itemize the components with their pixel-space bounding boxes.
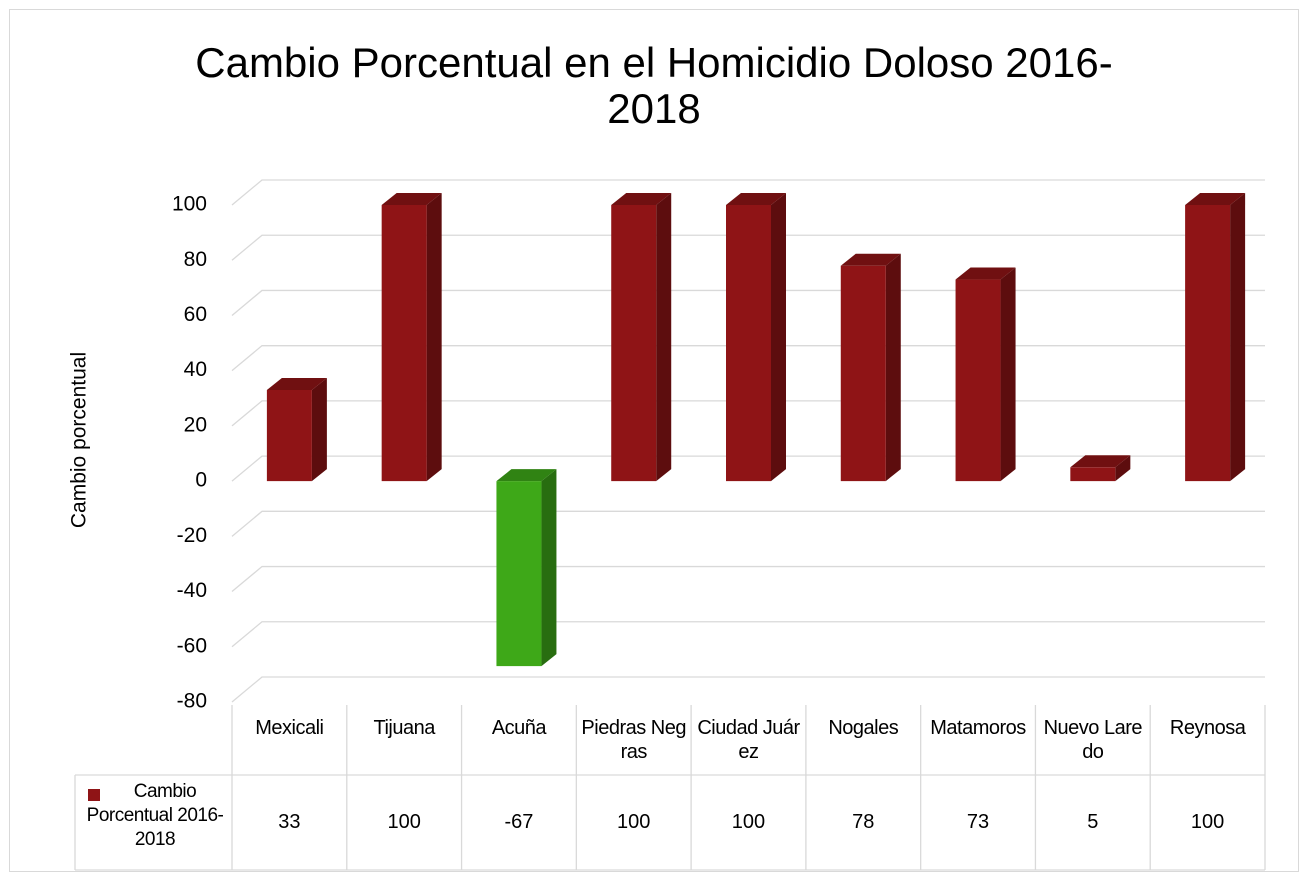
data-table-value: 100: [1190, 811, 1225, 833]
bar-side: [426, 193, 442, 482]
x-tick-label: Mexicali: [255, 717, 324, 739]
data-table-value: 100: [387, 811, 421, 833]
y-tick-label: 0: [195, 469, 207, 492]
grid-line: [231, 621, 1265, 648]
y-tick-label: 20: [184, 413, 207, 436]
bar-top: [840, 253, 901, 266]
bar-top: [496, 469, 557, 482]
legend-key: [88, 789, 100, 801]
bar: [840, 265, 886, 482]
bar-top: [381, 193, 442, 205]
bar: [266, 389, 312, 482]
bar-side: [1115, 455, 1131, 482]
grid-line: [231, 676, 1265, 703]
y-tick-label: 40: [184, 358, 207, 381]
legend: Cambio Porcentual 2016-2018: [80, 780, 230, 870]
y-tick-label: 60: [184, 303, 207, 326]
x-tick-label: Nuevo Laredo: [1043, 717, 1143, 763]
grid-line: [231, 565, 1265, 593]
x-tick-label: Piedras Negras: [581, 717, 686, 763]
y-tick-label: 100: [172, 193, 207, 216]
bar-top: [1185, 193, 1246, 205]
y-tick-label: -40: [177, 579, 207, 602]
bar: [496, 481, 542, 667]
bar-side: [1000, 267, 1016, 482]
x-tick-label: Reynosa: [1169, 717, 1246, 739]
y-tick-label: -60: [177, 634, 207, 657]
bar-side: [771, 193, 786, 482]
bar-side: [885, 253, 901, 482]
chart-title: Cambio Porcentual en el Homicidio Doloso…: [195, 39, 1113, 132]
y-tick-label: -20: [177, 524, 207, 547]
bar-top: [726, 193, 786, 205]
bar-top: [611, 193, 672, 205]
bar: [955, 279, 1001, 482]
x-tick-label: Acuña: [491, 717, 547, 739]
data-table-value: -67: [504, 811, 534, 833]
legend-label: Cambio Porcentual 2016-2018: [86, 781, 224, 850]
x-tick-label: Matamoros: [930, 717, 1026, 739]
bar-side: [311, 377, 327, 482]
data-table-value: 78: [852, 811, 875, 833]
bar: [1185, 205, 1231, 482]
bar: [611, 205, 657, 482]
bar-side: [541, 469, 557, 667]
data-table-value: 5: [1087, 811, 1099, 833]
grid-line: [231, 289, 1265, 316]
grid-line: [231, 400, 1265, 427]
y-tick-label: 80: [184, 248, 207, 271]
bar: [381, 205, 427, 482]
chart-border: [9, 9, 1299, 872]
grid-line: [231, 234, 1265, 261]
grid-line: [231, 345, 1265, 372]
data-table-value: 100: [617, 811, 651, 833]
bar-top: [955, 267, 1016, 280]
y-tick-label: -80: [177, 690, 207, 713]
x-tick-label: Nogales: [828, 717, 899, 739]
grid-line: [231, 510, 1265, 537]
bar: [726, 205, 771, 482]
x-tick-label: Tijuana: [373, 717, 435, 739]
bar-side: [1230, 193, 1246, 482]
grid-line: [231, 179, 1265, 206]
data-table-value: 33: [278, 811, 301, 833]
bar: [1070, 467, 1116, 482]
bar-side: [656, 193, 672, 482]
y-axis-label: Cambio porcentual: [68, 352, 91, 528]
grid-line: [231, 455, 1265, 482]
x-tick-label: Ciudad Juárez: [697, 717, 800, 763]
bar-top: [266, 377, 327, 390]
data-table-value: 73: [966, 811, 990, 833]
bar-top: [1070, 455, 1131, 468]
data-table-value: 100: [731, 811, 766, 833]
